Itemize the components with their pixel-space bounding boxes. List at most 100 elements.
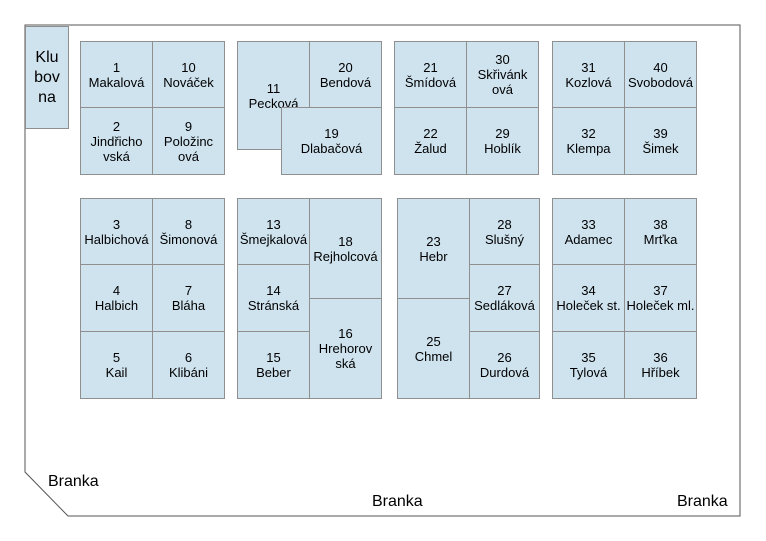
- plot-number: 19: [324, 126, 339, 141]
- plot-28: 28 Slušný: [469, 198, 540, 265]
- plot-owner: Šmídová: [404, 74, 457, 90]
- plot-36: 36 Hříbek: [624, 331, 697, 399]
- plot-number: 37: [653, 283, 668, 298]
- plot-32: 32 Klempa: [552, 107, 625, 175]
- plot-number: 21: [423, 59, 438, 75]
- plot-owner: ová: [178, 148, 199, 164]
- plot-owner: Šimek: [642, 141, 679, 156]
- plot-number: 32: [581, 126, 596, 141]
- plot-16: 16 Hrehorov ská: [309, 298, 382, 399]
- plot-37: 37 Holeček ml.: [624, 264, 697, 332]
- plot-owner: Rejholcová: [313, 248, 378, 264]
- plot-21: 21 Šmídová: [394, 41, 467, 108]
- plot-number: 16: [338, 326, 353, 341]
- plot-9: 9 Položinc ová: [152, 107, 225, 175]
- plot-29: 29 Hoblík: [466, 107, 539, 175]
- plot-25: 25 Chmel: [397, 298, 470, 399]
- plot-owner: ská: [335, 356, 356, 371]
- plot-33: 33 Adamec: [552, 198, 625, 265]
- plot-20: 20 Bendová: [309, 41, 382, 108]
- plot-owner: Klempa: [566, 141, 611, 156]
- plot-number: 22: [423, 126, 438, 141]
- plot-owner: Položinc: [163, 133, 214, 149]
- plot-number: 36: [653, 350, 668, 365]
- plot-number: 15: [266, 350, 281, 365]
- gate-bottom-right: Branka: [677, 493, 728, 510]
- plot-number: 33: [581, 216, 596, 232]
- plot-number: 7: [184, 283, 193, 298]
- plot-number: 34: [581, 283, 596, 298]
- plot-owner: Sedláková: [474, 298, 535, 313]
- plot-owner: Tylová: [569, 365, 608, 380]
- plot-number: 9: [184, 118, 193, 134]
- plot-18: 18 Rejholcová: [309, 198, 382, 299]
- clubhouse-label: Klu bov na: [34, 48, 60, 106]
- plot-number: 14: [266, 283, 281, 298]
- plot-22: 22 Žalud: [394, 107, 467, 175]
- plot-owner: Bendová: [319, 74, 372, 90]
- plot-number: 26: [497, 350, 512, 365]
- plot-owner: Hříbek: [641, 365, 680, 380]
- plot-owner: Skřivánk: [477, 67, 528, 82]
- plot-3: 3 Halbichová: [80, 198, 153, 265]
- plot-owner: Šimonová: [159, 231, 218, 247]
- plot-owner: Kozlová: [565, 74, 612, 90]
- plot-13: 13 Šmejkalová: [237, 198, 310, 265]
- plot-number: 3: [112, 216, 121, 232]
- plot-number: 13: [266, 216, 281, 232]
- plot-40: 40 Svobodová: [624, 41, 697, 108]
- plot-owner: Hoblík: [484, 141, 521, 156]
- plot-14: 14 Stránská: [237, 264, 310, 332]
- plot-owner: Dlabačová: [300, 141, 363, 156]
- plot-number: 38: [653, 216, 668, 232]
- plot-4: 4 Halbich: [80, 264, 153, 332]
- plot-10: 10 Nováček: [152, 41, 225, 108]
- plot-number: 8: [184, 216, 193, 232]
- plot-owner: Pecková: [248, 95, 299, 111]
- plot-30: 30 Skřivánk ová: [466, 41, 539, 108]
- plot-number: 18: [338, 233, 353, 249]
- plot-number: 25: [426, 333, 441, 349]
- plot-owner: Svobodová: [627, 74, 694, 90]
- plot-2: 2 Jindřicho vská: [80, 107, 153, 175]
- clubhouse: Klu bov na: [25, 26, 69, 129]
- gate-bottom-center: Branka: [372, 493, 423, 510]
- plot-owner: Klibáni: [168, 365, 209, 380]
- plot-number: 11: [266, 80, 281, 96]
- gate-left: Branka: [48, 473, 99, 490]
- plot-number: 23: [426, 233, 441, 249]
- plot-owner: Beber: [256, 365, 291, 380]
- plot-number: 1: [112, 59, 121, 75]
- plot-owner: Holeček st.: [556, 298, 621, 313]
- plot-owner: Žalud: [414, 141, 447, 156]
- plot-owner: Makalová: [88, 74, 145, 90]
- plot-owner: Bláha: [171, 298, 206, 313]
- plot-owner: Mrťka: [643, 231, 678, 247]
- plot-8: 8 Šimonová: [152, 198, 225, 265]
- plot-number: 29: [495, 126, 510, 141]
- plot-number: 39: [653, 126, 668, 141]
- plot-34: 34 Holeček st.: [552, 264, 625, 332]
- plot-27: 27 Sedláková: [469, 264, 540, 332]
- plot-owner: Hrehorov: [318, 341, 373, 356]
- plot-owner: vská: [103, 148, 130, 164]
- plot-6: 6 Klibáni: [152, 331, 225, 399]
- plot-owner: Adamec: [564, 231, 613, 247]
- plot-number: 6: [184, 350, 193, 365]
- plot-39: 39 Šimek: [624, 107, 697, 175]
- plot-owner: Halbich: [94, 298, 139, 313]
- plot-number: 28: [497, 216, 512, 232]
- plot-owner: Slušný: [484, 231, 525, 247]
- plot-number: 27: [497, 283, 512, 298]
- plot-number: 31: [581, 59, 596, 75]
- plot-owner: Halbichová: [84, 231, 149, 247]
- plot-number: 5: [112, 350, 121, 365]
- plot-number: 10: [181, 59, 196, 75]
- plot-owner: Hebr: [419, 248, 448, 264]
- plot-5: 5 Kail: [80, 331, 153, 399]
- plot-23: 23 Hebr: [397, 198, 470, 299]
- plot-owner: Jindřicho: [90, 133, 143, 149]
- plot-owner: Nováček: [163, 74, 214, 90]
- plot-35: 35 Tylová: [552, 331, 625, 399]
